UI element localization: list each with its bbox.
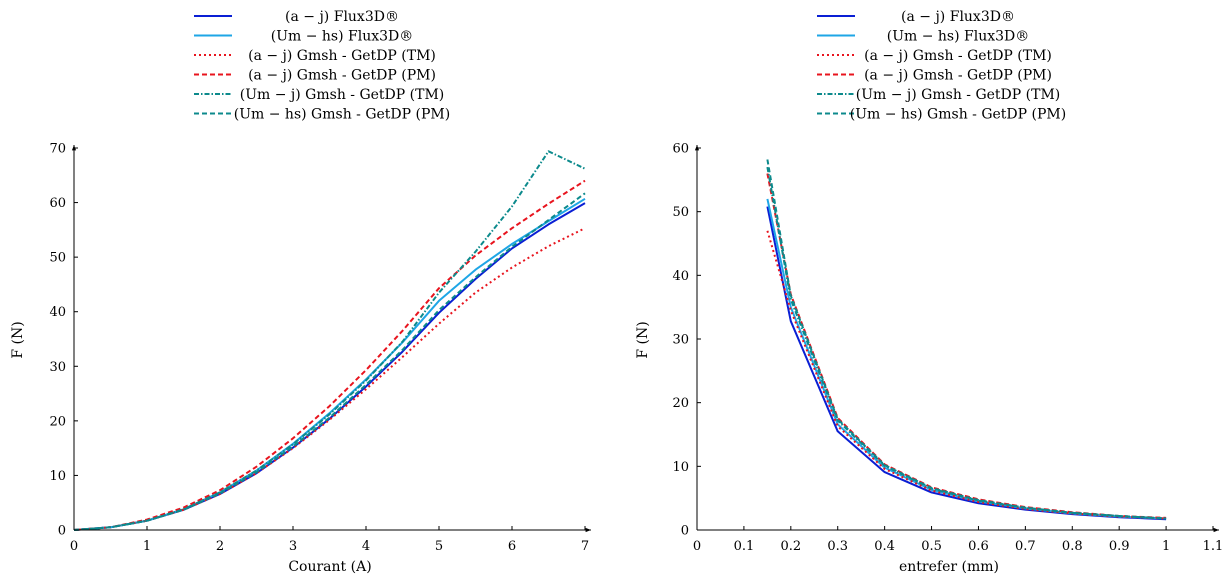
series-line-a-j-flux3d	[766, 206, 1167, 521]
chart-gap-vs-force: (a − j) Flux3D® (Um − hs) Flux3D® (a − j) …	[635, 9, 1223, 575]
x-tick-label: 0.7	[1015, 539, 1036, 554]
legend-label: (Um − j) Gmsh - GetDP (TM)	[856, 87, 1061, 103]
x-axis-label: Courant (A)	[288, 559, 371, 575]
y-tick-label: 50	[672, 205, 689, 220]
series-line-um-hs-gmsh-getdp-pm	[73, 192, 586, 531]
series-line-um-j-gmsh-getdp-tm	[73, 150, 586, 531]
legend-label: (Um − hs) Flux3D®	[271, 29, 414, 45]
series-line-a-j-gmsh-getdp-tm	[766, 230, 1167, 520]
legend-label: (a − j) Gmsh - GetDP (TM)	[864, 48, 1052, 64]
x-ticks-gap-chart: 0 0.1 0.2 0.3 0.4 0.5 0.6 0.7 0.8 0.9 1 1.1	[693, 526, 1223, 554]
y-tick-label: 0	[58, 524, 66, 539]
series-line-um-j-gmsh-getdp-tm	[766, 166, 1167, 520]
legend-label: (Um − j) Gmsh - GetDP (TM)	[240, 87, 445, 103]
legend-current-chart: (a − j) Flux3D® (Um − hs) Flux3D® (a − j) …	[194, 9, 450, 123]
x-tick-label: 4	[362, 539, 370, 554]
legend-label: (Um − hs) Gmsh - GetDP (PM)	[234, 107, 450, 123]
x-tick-label: 0.4	[874, 539, 895, 554]
y-tick-label: 30	[49, 360, 66, 375]
x-tick-label: 0.1	[734, 539, 755, 554]
y-tick-label: 10	[672, 460, 689, 475]
y-tick-label: 40	[672, 269, 689, 284]
x-axis-label: entrefer (mm)	[899, 559, 999, 575]
y-tick-label: 40	[49, 305, 66, 320]
y-tick-label: 20	[672, 396, 689, 411]
legend-label: (a − j) Gmsh - GetDP (TM)	[248, 48, 436, 64]
y-ticks-gap-chart: 0 10 20 30 40 50 60	[672, 142, 701, 539]
legend-label: (Um − hs) Flux3D®	[887, 29, 1030, 45]
y-axis-label: F (N)	[635, 321, 651, 358]
x-tick-label: 0.2	[780, 539, 801, 554]
series-group-gap-chart	[766, 159, 1167, 521]
x-tick-label: 3	[289, 539, 297, 554]
legend-label: (a − j) Flux3D®	[901, 9, 1015, 25]
legend-label: (a − j) Flux3D®	[285, 9, 399, 25]
legend-label: (a − j) Gmsh - GetDP (PM)	[864, 68, 1052, 84]
x-tick-label: 7	[581, 539, 589, 554]
legend-label: (Um − hs) Gmsh - GetDP (PM)	[850, 107, 1066, 123]
chart-current-vs-force: (a − j) Flux3D® (Um − hs) Flux3D® (a − j) …	[10, 9, 591, 575]
series-line-a-j-gmsh-getdp-tm	[73, 227, 586, 531]
x-tick-label: 0.5	[921, 539, 942, 554]
y-tick-label: 60	[49, 196, 66, 211]
y-tick-label: 50	[49, 251, 66, 266]
y-tick-label: 70	[49, 142, 66, 157]
x-tick-label: 5	[435, 539, 443, 554]
plot-area-current-chart: 0 1 2 3 4 5 6 7 0 10 20 30 40 50 60 70	[49, 142, 591, 554]
y-tick-label: 60	[672, 142, 689, 157]
y-axis-label: F (N)	[10, 321, 26, 358]
series-group-current-chart	[73, 150, 586, 531]
plot-area-gap-chart: 0 0.1 0.2 0.3 0.4 0.5 0.6 0.7 0.8 0.9 1 1.1 0 10 20 30…	[672, 142, 1223, 555]
legend-label: (a − j) Gmsh - GetDP (PM)	[248, 68, 436, 84]
y-tick-label: 20	[49, 414, 66, 429]
x-tick-label: 0	[693, 539, 701, 554]
y-tick-label: 0	[681, 524, 689, 539]
x-tick-label: 0.9	[1109, 539, 1130, 554]
x-tick-label: 0	[70, 539, 78, 554]
x-tick-label: 0.3	[827, 539, 848, 554]
x-tick-label: 0.8	[1062, 539, 1083, 554]
y-tick-label: 10	[49, 469, 66, 484]
x-tick-label: 2	[216, 539, 224, 554]
series-line-um-hs-flux3d	[73, 197, 586, 531]
series-line-um-hs-gmsh-getdp-pm	[766, 159, 1167, 520]
series-line-a-j-gmsh-getdp-pm	[73, 179, 586, 531]
x-tick-label: 1	[1162, 539, 1170, 554]
y-tick-label: 30	[672, 333, 689, 348]
series-line-a-j-flux3d	[73, 202, 586, 531]
x-ticks-current-chart: 0 1 2 3 4 5 6 7	[70, 526, 589, 554]
x-tick-label: 1.1	[1203, 539, 1224, 554]
x-tick-label: 0.6	[968, 539, 989, 554]
x-tick-label: 6	[508, 539, 516, 554]
legend-gap-chart: (a − j) Flux3D® (Um − hs) Flux3D® (a − j) …	[817, 9, 1066, 123]
series-line-a-j-gmsh-getdp-pm	[766, 173, 1167, 519]
y-ticks-current-chart: 0 10 20 30 40 50 60 70	[49, 142, 78, 539]
series-line-um-hs-flux3d	[766, 198, 1167, 520]
x-tick-label: 1	[143, 539, 151, 554]
